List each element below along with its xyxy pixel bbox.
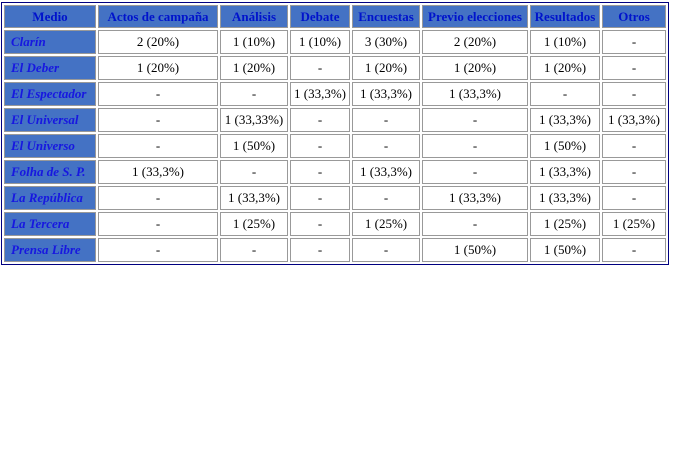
table-cell: 1 (33,3%) xyxy=(602,108,666,132)
row-label: Clarín xyxy=(4,30,96,54)
row-label: La Tercera xyxy=(4,212,96,236)
table-cell: - xyxy=(602,56,666,80)
table-cell: 2 (20%) xyxy=(98,30,218,54)
row-label: El Universo xyxy=(4,134,96,158)
column-header-1: Actos de campaña xyxy=(98,5,218,28)
row-label: Folha de S. P. xyxy=(4,160,96,184)
table-cell: 1 (33,3%) xyxy=(290,82,350,106)
table-cell: 1 (25%) xyxy=(602,212,666,236)
table-row: Clarín 2 (20%) 1 (10%) 1 (10%) 3 (30%) 2 (20%… xyxy=(4,30,666,54)
table-cell: 1 (33,3%) xyxy=(98,160,218,184)
table-cell: - xyxy=(422,212,528,236)
table-cell: - xyxy=(98,238,218,262)
table-row: La República -1 (33,3%) - -1 (33,3%) 1 (33,3… xyxy=(4,186,666,210)
table-cell: - xyxy=(602,238,666,262)
table-cell: - xyxy=(422,108,528,132)
table-cell: 1 (33,3%) xyxy=(530,160,600,184)
media-coverage-table: Medio Actos de campaña Análisis Debate Encue… xyxy=(1,2,669,265)
table-cell: 1 (10%) xyxy=(220,30,288,54)
table-cell: 1 (33,33%) xyxy=(220,108,288,132)
table-header-row: Medio Actos de campaña Análisis Debate Encue… xyxy=(4,5,666,28)
table-cell: 1 (33,3%) xyxy=(530,186,600,210)
row-label: El Espectador xyxy=(4,82,96,106)
column-header-3: Debate xyxy=(290,5,350,28)
row-label: Prensa Libre xyxy=(4,238,96,262)
table-cell: - xyxy=(98,134,218,158)
table-row: El Deber 1 (20%) 1 (20%) -1 (20%) 1 (20%) 1 (… xyxy=(4,56,666,80)
table-cell: 1 (33,3%) xyxy=(352,82,420,106)
table-cell: - xyxy=(290,108,350,132)
table-cell: - xyxy=(352,186,420,210)
table-cell: - xyxy=(98,82,218,106)
table-cell: 1 (10%) xyxy=(290,30,350,54)
table-cell: - xyxy=(422,134,528,158)
table-cell: 3 (30%) xyxy=(352,30,420,54)
table-cell: 1 (50%) xyxy=(220,134,288,158)
table-cell: - xyxy=(352,134,420,158)
table-cell: - xyxy=(290,212,350,236)
column-header-0: Medio xyxy=(4,5,96,28)
table-cell: - xyxy=(290,56,350,80)
table-cell: - xyxy=(220,160,288,184)
table-cell: - xyxy=(98,108,218,132)
column-header-4: Encuestas xyxy=(352,5,420,28)
table-cell: 1 (33,3%) xyxy=(220,186,288,210)
table-cell: 1 (25%) xyxy=(220,212,288,236)
table-cell: - xyxy=(602,30,666,54)
table-row: Folha de S. P. 1 (33,3%) - -1 (33,3%) -1 (33… xyxy=(4,160,666,184)
table-cell: 1 (25%) xyxy=(530,212,600,236)
table-cell: 1 (10%) xyxy=(530,30,600,54)
table-cell: 2 (20%) xyxy=(422,30,528,54)
table-cell: 1 (20%) xyxy=(98,56,218,80)
row-label: El Deber xyxy=(4,56,96,80)
table-cell: - xyxy=(290,186,350,210)
row-label: La República xyxy=(4,186,96,210)
table-cell: - xyxy=(98,186,218,210)
column-header-6: Resultados xyxy=(530,5,600,28)
row-label: El Universal xyxy=(4,108,96,132)
table-cell: 1 (33,3%) xyxy=(422,186,528,210)
table-cell: - xyxy=(98,212,218,236)
column-header-7: Otros xyxy=(602,5,666,28)
table-cell: - xyxy=(422,160,528,184)
column-header-2: Análisis xyxy=(220,5,288,28)
table-cell: 1 (20%) xyxy=(530,56,600,80)
table-cell: - xyxy=(290,238,350,262)
table-row: El Universo -1 (50%) - - -1 (50%) - xyxy=(4,134,666,158)
table-cell: - xyxy=(602,82,666,106)
table-cell: - xyxy=(602,134,666,158)
table-cell: 1 (20%) xyxy=(220,56,288,80)
table-cell: - xyxy=(352,108,420,132)
table-cell: 1 (33,3%) xyxy=(352,160,420,184)
table-cell: - xyxy=(220,238,288,262)
table-row: El Universal -1 (33,33%) - - -1 (33,3%) 1 (33… xyxy=(4,108,666,132)
table-cell: - xyxy=(602,186,666,210)
table-row: El Espectador - -1 (33,3%) 1 (33,3%) 1 (33,3… xyxy=(4,82,666,106)
table-cell: - xyxy=(352,238,420,262)
table-cell: 1 (50%) xyxy=(530,134,600,158)
table-cell: - xyxy=(602,160,666,184)
table-cell: 1 (33,3%) xyxy=(530,108,600,132)
table-cell: 1 (20%) xyxy=(422,56,528,80)
table-cell: 1 (25%) xyxy=(352,212,420,236)
table-cell: 1 (20%) xyxy=(352,56,420,80)
table-cell: 1 (50%) xyxy=(530,238,600,262)
column-header-5: Previo elecciones xyxy=(422,5,528,28)
table-row: Prensa Libre - - - -1 (50%) 1 (50%) - xyxy=(4,238,666,262)
table-cell: - xyxy=(530,82,600,106)
table-cell: - xyxy=(290,134,350,158)
table-cell: 1 (33,3%) xyxy=(422,82,528,106)
table-row: La Tercera -1 (25%) -1 (25%) -1 (25%) 1 (25%… xyxy=(4,212,666,236)
table-cell: 1 (50%) xyxy=(422,238,528,262)
table-cell: - xyxy=(220,82,288,106)
table-cell: - xyxy=(290,160,350,184)
